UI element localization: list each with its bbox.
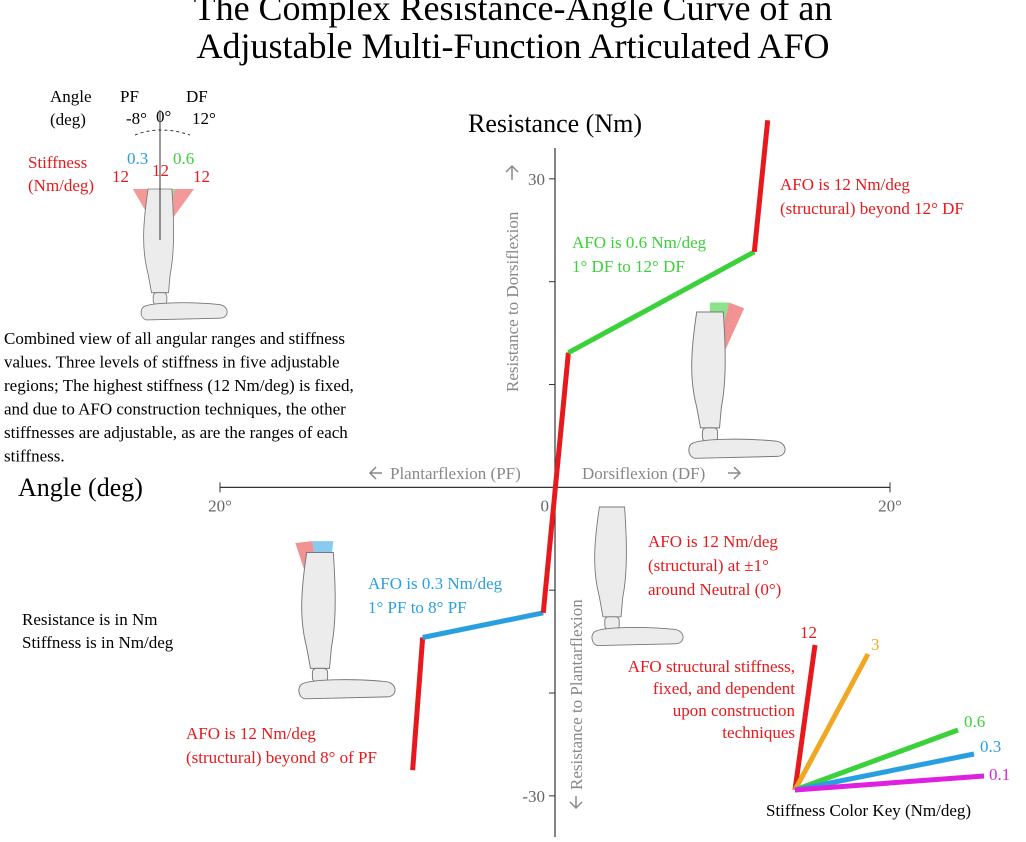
inset-angle: 0°: [156, 107, 171, 126]
key-line: [794, 751, 975, 793]
y-axis-title: Resistance (Nm): [468, 109, 642, 138]
key-note: AFO structural stiffness,: [628, 657, 795, 676]
arrow: [368, 466, 382, 480]
key-line: [792, 652, 871, 792]
arrow: [728, 466, 742, 480]
x-direction-label: Dorsiflexion (DF): [582, 464, 705, 483]
key-note: upon construction: [673, 701, 796, 720]
key-title: Stiffness Color Key (Nm/deg): [766, 801, 971, 820]
arrow: [505, 164, 519, 180]
inset-stiffness-label: (Nm/deg): [28, 176, 94, 195]
chart-title: The Complex Resistance-Angle Curve of an: [194, 0, 833, 28]
key-label: 12: [800, 623, 817, 642]
curve-segment: [410, 637, 426, 771]
annotation: 1° PF to 8° PF: [368, 598, 467, 617]
inset-stiffness-value: 12: [112, 167, 129, 186]
description: and due to AFO construction techniques, …: [4, 400, 346, 419]
key-label: 3: [871, 635, 880, 654]
pf-illustration: [295, 541, 396, 700]
x-direction-label: Plantarflexion (PF): [390, 464, 521, 483]
curve-segment: [751, 119, 771, 253]
inset-df: DF: [186, 87, 208, 106]
y-direction-label: Resistance to Dorsiflexion: [503, 211, 522, 392]
curve-segment: [422, 610, 544, 640]
annotation: around Neutral (0°): [648, 580, 781, 599]
description: stiffnesses are adjustable, as are the r…: [4, 423, 348, 442]
description: Combined view of all angular ranges and …: [4, 329, 345, 348]
inset-angle-label: (deg): [50, 110, 86, 129]
key-line: [792, 644, 818, 791]
units-note: Resistance is in Nm: [22, 610, 158, 629]
key-note: techniques: [722, 723, 795, 742]
description: values. Three levels of stiffness in fiv…: [4, 353, 340, 372]
annotation: AFO is 12 Nm/deg: [780, 175, 910, 194]
units-note: Stiffness is in Nm/deg: [22, 633, 174, 652]
inset-stiffness-value: 12: [152, 161, 169, 180]
annotation: (structural) at ±1°: [648, 556, 769, 575]
x-tick-label: 20°: [878, 496, 902, 515]
chart-title: Adjustable Multi-Function Articulated AF…: [197, 26, 830, 66]
neutral-illustration: [591, 506, 684, 647]
description: regions; The highest stiffness (12 Nm/de…: [4, 376, 354, 395]
x-tick-label: 20°: [208, 496, 232, 515]
key-label: 0.1: [989, 765, 1010, 784]
arrow: [569, 796, 583, 810]
inset-stiffness-value: 0.3: [127, 149, 148, 168]
inset-pf: PF: [120, 87, 139, 106]
annotation: AFO is 0.3 Nm/deg: [368, 574, 503, 593]
inset-angle-label: Angle: [50, 87, 92, 106]
annotation: AFO is 12 Nm/deg: [186, 724, 316, 743]
y-tick-label: 30: [528, 170, 545, 189]
inset-angle: 12°: [192, 109, 216, 128]
x-axis-title: Angle (deg): [18, 473, 143, 502]
y-tick-label: -30: [522, 787, 545, 806]
key-line: [794, 727, 959, 793]
annotation: (structural) beyond 8° of PF: [186, 748, 377, 767]
inset-stiffness-label: Stiffness: [28, 153, 87, 172]
key-label: 0.3: [980, 737, 1001, 756]
inset-angle: -8°: [126, 109, 147, 128]
curve-segment: [540, 352, 571, 614]
curve-segment: [567, 249, 756, 355]
inset-arc: [134, 129, 191, 136]
x-tick-label: 0: [541, 496, 550, 515]
annotation: 1° DF to 12° DF: [572, 257, 685, 276]
y-direction-label: Resistance to Plantarflexion: [567, 599, 586, 790]
inset-stiffness-value: 12: [193, 167, 210, 186]
inset-stiffness-value: 0.6: [173, 149, 194, 168]
key-note: fixed, and dependent: [653, 679, 795, 698]
annotation: (structural) beyond 12° DF: [780, 199, 964, 218]
annotation: AFO is 12 Nm/deg: [648, 532, 778, 551]
inset-illustration: [132, 188, 228, 321]
df-illustration: [688, 302, 786, 459]
key-label: 0.6: [964, 712, 985, 731]
annotation: AFO is 0.6 Nm/deg: [572, 233, 707, 252]
description: stiffness.: [4, 447, 65, 466]
key-line: [794, 773, 985, 793]
